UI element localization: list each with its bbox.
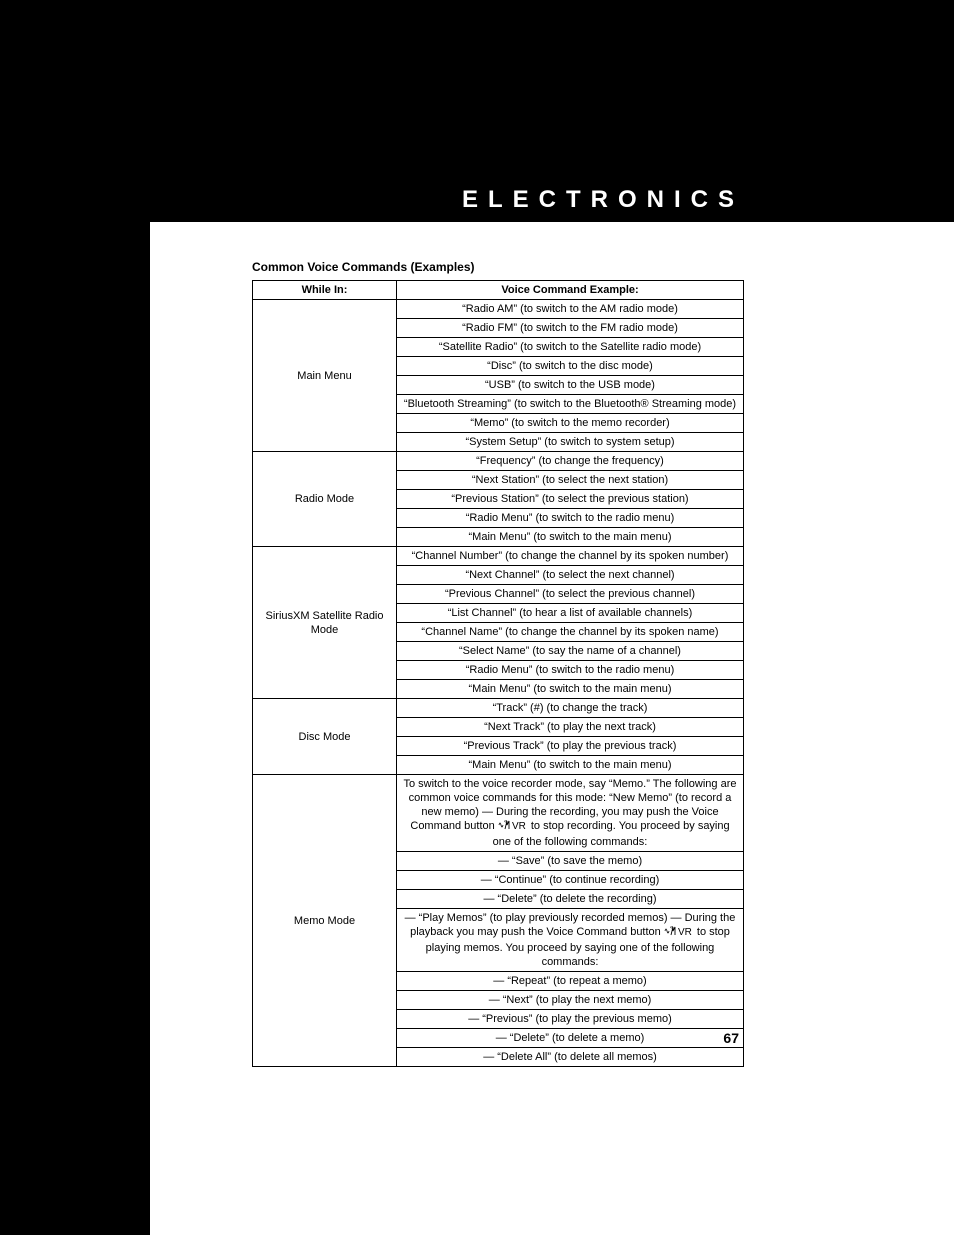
command-cell: “Radio Menu” (to switch to the radio men… — [397, 661, 744, 680]
command-cell: — “Delete” (to delete the recording) — [397, 890, 744, 909]
command-cell: “Previous Channel” (to select the previo… — [397, 585, 744, 604]
mode-cell: Memo Mode — [253, 775, 397, 1067]
mode-cell: SiriusXM Satellite Radio Mode — [253, 547, 397, 699]
command-cell: “Memo” (to switch to the memo recorder) — [397, 414, 744, 433]
svg-text:VR: VR — [512, 821, 526, 831]
command-cell: “Bluetooth Streaming” (to switch to the … — [397, 395, 744, 414]
col-header-command: Voice Command Example: — [397, 281, 744, 300]
table-header-row: While In: Voice Command Example: — [253, 281, 744, 300]
content-area: Common Voice Commands (Examples) While I… — [252, 260, 744, 1067]
left-band — [0, 0, 150, 1235]
command-cell: “Radio FM” (to switch to the FM radio mo… — [397, 319, 744, 338]
table-row: Memo ModeTo switch to the voice recorder… — [253, 775, 744, 852]
table-row: Main Menu“Radio AM” (to switch to the AM… — [253, 300, 744, 319]
command-cell: “Previous Station” (to select the previo… — [397, 490, 744, 509]
table-caption: Common Voice Commands (Examples) — [252, 260, 744, 274]
voice-command-icon: «VR — [664, 925, 694, 941]
command-cell: “Track” (#) (to change the track) — [397, 699, 744, 718]
mode-cell: Radio Mode — [253, 452, 397, 547]
table-row: Disc Mode“Track” (#) (to change the trac… — [253, 699, 744, 718]
command-cell: — “Save” (to save the memo) — [397, 852, 744, 871]
voice-command-icon: «VR — [498, 819, 528, 835]
command-cell: — “Next” (to play the next memo) — [397, 991, 744, 1010]
command-cell: “Channel Name” (to change the channel by… — [397, 623, 744, 642]
command-cell: “List Channel” (to hear a list of availa… — [397, 604, 744, 623]
command-cell: “Frequency” (to change the frequency) — [397, 452, 744, 471]
command-cell: “Previous Track” (to play the previous t… — [397, 737, 744, 756]
command-cell: “Next Track” (to play the next track) — [397, 718, 744, 737]
page-number: 67 — [723, 1030, 739, 1046]
table-row: Radio Mode“Frequency” (to change the fre… — [253, 452, 744, 471]
command-cell: “Select Name” (to say the name of a chan… — [397, 642, 744, 661]
command-cell: “Main Menu” (to switch to the main menu) — [397, 680, 744, 699]
command-cell: — “Delete All” (to delete all memos) — [397, 1048, 744, 1067]
col-header-mode: While In: — [253, 281, 397, 300]
command-cell: “Disc” (to switch to the disc mode) — [397, 357, 744, 376]
command-cell: “System Setup” (to switch to system setu… — [397, 433, 744, 452]
mode-cell: Main Menu — [253, 300, 397, 452]
command-cell: “Radio AM” (to switch to the AM radio mo… — [397, 300, 744, 319]
mode-cell: Disc Mode — [253, 699, 397, 775]
command-cell: “Main Menu” (to switch to the main menu) — [397, 528, 744, 547]
command-cell: “Next Station” (to select the next stati… — [397, 471, 744, 490]
command-cell: “USB” (to switch to the USB mode) — [397, 376, 744, 395]
command-cell: — “Delete” (to delete a memo) — [397, 1029, 744, 1048]
table-row: SiriusXM Satellite Radio Mode“Channel Nu… — [253, 547, 744, 566]
command-cell: “Satellite Radio” (to switch to the Sate… — [397, 338, 744, 357]
voice-commands-table: While In: Voice Command Example: Main Me… — [252, 280, 744, 1067]
command-cell: “Main Menu” (to switch to the main menu) — [397, 756, 744, 775]
command-cell: “Channel Number” (to change the channel … — [397, 547, 744, 566]
command-cell: — “Continue” (to continue recording) — [397, 871, 744, 890]
command-cell: — “Play Memos” (to play previously recor… — [397, 909, 744, 972]
section-header: ELECTRONICS — [150, 186, 744, 214]
svg-text:VR: VR — [678, 927, 692, 937]
command-cell: — “Repeat” (to repeat a memo) — [397, 972, 744, 991]
command-cell: To switch to the voice recorder mode, sa… — [397, 775, 744, 852]
command-cell: — “Previous” (to play the previous memo) — [397, 1010, 744, 1029]
command-cell: “Next Channel” (to select the next chann… — [397, 566, 744, 585]
command-cell: “Radio Menu” (to switch to the radio men… — [397, 509, 744, 528]
